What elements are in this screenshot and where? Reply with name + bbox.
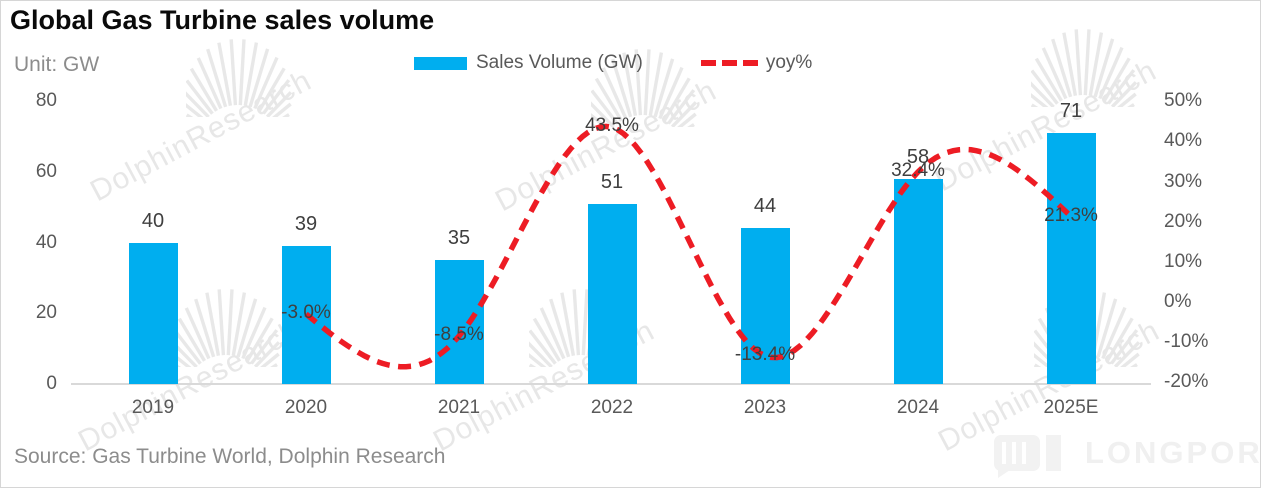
sales-volume-bar [434, 260, 484, 384]
dolphin-logo-icon [174, 289, 281, 367]
left-axis-tick: 60 [35, 160, 57, 182]
yoy-point-label: -3.0% [281, 302, 331, 324]
legend: Sales Volume (GW) yoy% [414, 51, 812, 75]
dolphin-watermark-text: DolphinResearch [73, 313, 305, 459]
x-axis-label: 2022 [590, 397, 634, 418]
dolphin-watermark: DolphinResearch [85, 39, 351, 209]
right-axis-tick: 10% [1164, 250, 1203, 272]
dolphin-watermark-text: DolphinResearch [85, 63, 317, 209]
bar-value-label: 71 [1059, 99, 1083, 122]
x-axis-line [71, 383, 1151, 385]
sales-volume-bar [893, 178, 943, 384]
yoy-point-label: 43.5% [585, 115, 639, 137]
right-axis-tick: 30% [1164, 170, 1203, 192]
x-axis-label: 2023 [743, 397, 787, 418]
bar-value-label: 51 [600, 170, 624, 193]
longport-text: LONGPORT [1085, 435, 1261, 470]
right-axis-tick: 0% [1164, 291, 1192, 312]
right-axis-tick: -10% [1164, 331, 1209, 353]
x-axis-label: 2021 [437, 397, 481, 418]
x-axis-label: 2025E [1043, 397, 1099, 418]
yoy-point-label: -8.5% [434, 324, 484, 346]
source-note: Source: Gas Turbine World, Dolphin Resea… [14, 445, 446, 468]
x-axis-label: 2019 [131, 397, 175, 418]
yoy-point-label: 32.4% [891, 159, 945, 181]
bar-value-label: 39 [294, 213, 318, 236]
dolphin-logo-icon [186, 39, 293, 117]
sales-volume-bar [128, 242, 178, 384]
chart-title: Global Gas Turbine sales volume [10, 5, 435, 35]
left-axis-tick: 40 [35, 231, 57, 253]
right-axis-tick: -20% [1164, 371, 1209, 393]
longport-logo: LONGPORT [994, 435, 1261, 478]
left-axis-tick: 20 [35, 302, 57, 324]
x-axis-label: 2024 [896, 397, 940, 418]
legend-line-swatch [700, 60, 758, 66]
left-axis-tick: 0 [46, 373, 57, 394]
yoy-point-label: -13.4% [734, 343, 796, 365]
unit-label: Unit: GW [14, 53, 100, 76]
right-axis-tick: 20% [1164, 210, 1203, 232]
bar-value-label: 44 [753, 195, 777, 218]
legend-line-label: yoy% [765, 52, 813, 73]
legend-bar-label: Sales Volume (GW) [476, 52, 643, 73]
sales-volume-bar [1046, 132, 1096, 384]
x-axis-label: 2020 [284, 397, 328, 418]
legend-bar-swatch [414, 56, 467, 70]
sales-volume-bar [587, 203, 637, 384]
longport-bubble-icon [994, 435, 1040, 478]
left-axis-tick: 80 [35, 90, 57, 111]
longport-block-icon [1046, 435, 1061, 471]
dolphin-watermark-text: DolphinResearch [490, 73, 722, 219]
yoy-point-label: 21.3% [1044, 204, 1098, 226]
right-axis-tick: 50% [1164, 90, 1203, 112]
bar-value-label: 35 [447, 227, 471, 250]
right-axis-tick: 40% [1164, 130, 1203, 152]
dolphin-logo-icon [1031, 29, 1138, 107]
bar-value-label: 40 [141, 209, 165, 232]
